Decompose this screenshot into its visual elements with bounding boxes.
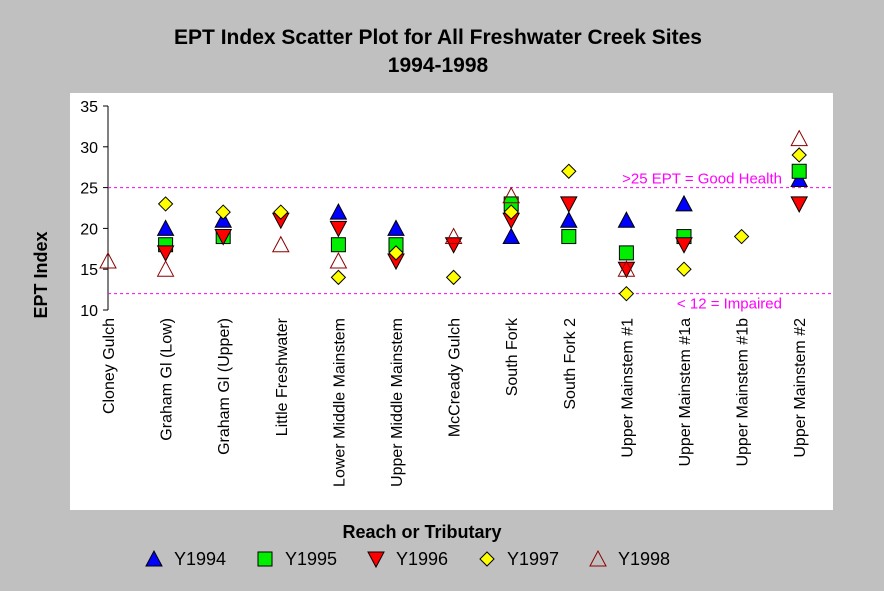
data-point-y1996 [214, 229, 233, 246]
data-point-y1994 [559, 211, 578, 228]
x-tick-label: Graham Gl (Upper) [216, 318, 233, 455]
data-point-y1996 [559, 196, 578, 213]
legend-label: Y1998 [618, 549, 670, 569]
data-point-y1997 [503, 204, 519, 220]
data-point-y1995 [561, 229, 577, 245]
data-point-y1998 [156, 260, 175, 277]
legend-marker [257, 551, 273, 567]
legend-marker [479, 551, 495, 567]
chart-title: EPT Index Scatter Plot for All Freshwate… [174, 26, 702, 49]
y-tick-label: 10 [80, 303, 98, 320]
data-point-y1994 [675, 194, 693, 212]
data-point-y1996 [156, 245, 175, 262]
data-point-y1996 [444, 237, 463, 254]
data-point-y1994 [387, 219, 405, 236]
chart-subtitle: 1994-1998 [388, 54, 489, 77]
data-point-y1997 [618, 285, 635, 302]
data-point-y1997 [330, 269, 347, 286]
y-tick-label: 30 [80, 140, 98, 157]
data-point-y1997 [445, 269, 462, 286]
y-tick-label: 35 [80, 99, 98, 116]
data-point-y1997 [791, 147, 807, 163]
legend-label: Y1994 [174, 549, 226, 569]
x-axis-label: Reach or Tributary [342, 522, 501, 542]
x-tick-label: McCready Gulch [447, 318, 464, 437]
x-tick-label: Upper Mainstem #1 [619, 318, 636, 458]
data-point-y1994 [790, 170, 809, 187]
legend-entry: Y1996 [367, 549, 448, 569]
data-point-y1998 [502, 186, 521, 204]
y-tick-label: 15 [80, 262, 98, 279]
reference-line-label: < 12 = Impaired [677, 296, 782, 313]
legend-marker [589, 549, 607, 567]
legend-marker [367, 551, 385, 569]
x-tick-label: Upper Mainstem #1a [677, 318, 694, 467]
x-tick-label: Upper Middle Mainstem [389, 318, 406, 487]
y-tick-label: 25 [80, 181, 98, 198]
data-point-y1996 [329, 220, 348, 238]
legend: Y1994 Y1995 Y1996 Y1997 Y1998 [145, 549, 670, 569]
legend-label: Y1995 [285, 549, 337, 569]
plot-area [70, 93, 833, 510]
x-tick-label: Lower Middle Mainstem [331, 318, 348, 487]
reference-line-label: >25 EPT = Good Health [622, 171, 782, 188]
data-point-y1997 [215, 204, 231, 220]
data-point-y1998 [790, 129, 809, 147]
data-point-y1995 [791, 163, 807, 179]
y-tick-label: 20 [80, 221, 98, 238]
data-point-y1994 [329, 203, 348, 220]
data-point-y1998 [271, 235, 290, 253]
data-point-y1997 [273, 204, 289, 220]
data-point-y1998 [99, 251, 117, 269]
legend-entry: Y1994 [145, 549, 226, 569]
x-tick-label: South Fork [504, 317, 521, 396]
y-axis-label: EPT Index [31, 231, 51, 318]
data-point-y1998 [617, 260, 636, 277]
data-point-y1998 [444, 227, 463, 245]
x-tick-label: South Fork 2 [562, 318, 579, 410]
data-point-y1998 [329, 251, 348, 269]
data-point-y1995 [330, 237, 346, 253]
legend-label: Y1996 [396, 549, 448, 569]
legend-label: Y1997 [507, 549, 559, 569]
x-tick-label: Upper Mainstem #2 [792, 318, 809, 458]
legend-entry: Y1995 [257, 549, 337, 569]
x-tick-label: Graham Gl (Low) [159, 318, 176, 441]
data-point-y1997 [388, 245, 404, 261]
data-point-y1997 [733, 228, 750, 245]
data-point-y1996 [790, 196, 809, 213]
data-point-y1994 [502, 227, 521, 245]
legend-entry: Y1997 [479, 549, 559, 569]
x-tick-label: Cloney Gulch [101, 318, 118, 414]
legend-entry: Y1998 [589, 549, 670, 569]
x-tick-label: Little Freshwater [274, 317, 291, 436]
x-tick-label: Upper Mainstem #1b [735, 318, 752, 467]
data-point-y1994 [617, 211, 636, 228]
data-point-y1994 [156, 219, 175, 236]
data-point-y1996 [675, 237, 693, 254]
data-point-y1995 [618, 245, 634, 261]
legend-marker [145, 549, 163, 567]
data-point-y1997 [561, 163, 577, 179]
data-point-y1997 [157, 196, 174, 212]
data-point-y1997 [676, 261, 692, 277]
